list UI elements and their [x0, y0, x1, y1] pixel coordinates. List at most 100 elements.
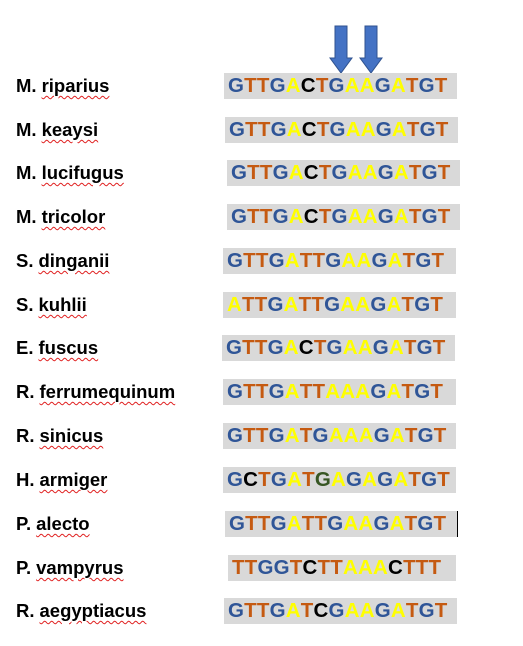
- base: G: [377, 468, 394, 491]
- base: G: [231, 161, 248, 184]
- genus-abbrev: P.: [16, 513, 32, 534]
- base: T: [242, 336, 255, 359]
- base: T: [242, 293, 255, 316]
- sequence: GTTGATGAAAGATGT: [223, 423, 456, 449]
- base: G: [227, 380, 244, 403]
- genus-abbrev: R.: [16, 600, 35, 621]
- base: C: [298, 336, 314, 359]
- base: A: [362, 161, 378, 184]
- base: T: [298, 293, 312, 316]
- base: T: [257, 512, 271, 535]
- base: T: [258, 468, 271, 491]
- base: G: [268, 249, 285, 272]
- base: A: [362, 468, 378, 491]
- base: T: [432, 336, 446, 359]
- base: G: [268, 380, 285, 403]
- base: A: [347, 205, 363, 228]
- base: A: [393, 468, 409, 491]
- base: A: [288, 161, 304, 184]
- genus-abbrev: P.: [16, 557, 32, 578]
- base: G: [419, 118, 436, 141]
- base: G: [272, 205, 289, 228]
- base: T: [433, 512, 447, 535]
- sequence: GTTGATTAAAGATGT: [223, 379, 456, 405]
- base: A: [389, 424, 405, 447]
- base: G: [328, 74, 345, 97]
- sequence: GTTGATCGAAGATGT: [224, 598, 457, 624]
- base: T: [255, 424, 269, 447]
- base: A: [344, 74, 360, 97]
- base: T: [405, 599, 419, 622]
- base: T: [299, 424, 313, 447]
- base: T: [299, 380, 313, 403]
- base: T: [404, 424, 418, 447]
- base: G: [370, 293, 387, 316]
- base: A: [393, 161, 409, 184]
- base: A: [355, 380, 371, 403]
- base: G: [229, 512, 246, 535]
- sequence: GTTGATTGAAGATGT: [223, 248, 456, 274]
- base: G: [270, 512, 287, 535]
- base: T: [318, 205, 332, 228]
- base: T: [232, 556, 245, 579]
- base: A: [286, 512, 302, 535]
- base: A: [362, 205, 378, 228]
- base: T: [254, 293, 268, 316]
- base: T: [247, 161, 260, 184]
- base: T: [256, 599, 270, 622]
- base: C: [300, 74, 316, 97]
- base: T: [435, 118, 449, 141]
- base: T: [415, 556, 429, 579]
- base: T: [430, 380, 444, 403]
- base: G: [418, 74, 435, 97]
- base: G: [269, 599, 286, 622]
- base: G: [227, 249, 244, 272]
- sequence: GTTGACTGAAGATGT: [227, 204, 460, 230]
- sequence: GCTGATGAGAGATGT: [223, 467, 456, 493]
- base: A: [358, 512, 374, 535]
- base: G: [345, 468, 363, 491]
- base: G: [417, 424, 434, 447]
- base: G: [414, 380, 431, 403]
- base: T: [311, 293, 325, 316]
- base: T: [431, 249, 445, 272]
- base: G: [377, 161, 394, 184]
- base: T: [402, 249, 416, 272]
- species-epithet: riparius: [41, 75, 110, 96]
- species-epithet: armiger: [39, 469, 108, 490]
- sequence: GTTGATTGAAGATGT: [225, 511, 458, 537]
- base: A: [227, 293, 243, 316]
- base: A: [359, 74, 375, 97]
- base: T: [428, 556, 442, 579]
- base: T: [255, 249, 269, 272]
- base: T: [255, 380, 269, 403]
- base: G: [375, 118, 392, 141]
- base: G: [414, 293, 431, 316]
- base: T: [244, 556, 258, 579]
- base: A: [387, 249, 403, 272]
- species-epithet: sinicus: [39, 425, 104, 446]
- base: G: [421, 161, 438, 184]
- base: A: [283, 336, 299, 359]
- base: G: [267, 336, 284, 359]
- base: T: [312, 249, 326, 272]
- base: C: [388, 556, 404, 579]
- arrow-1-down-icon: [329, 25, 353, 74]
- base: C: [313, 599, 329, 622]
- base: A: [393, 205, 409, 228]
- species-label: R. ferrumequinum: [16, 379, 175, 405]
- base: A: [391, 118, 407, 141]
- base: T: [408, 468, 422, 491]
- base: A: [341, 249, 357, 272]
- species-label: M. lucifugus: [16, 160, 124, 186]
- base: A: [328, 424, 344, 447]
- base: T: [437, 468, 450, 491]
- species-label: M. riparius: [16, 73, 109, 99]
- species-label: S. kuhlii: [16, 292, 87, 318]
- genus-abbrev: E.: [16, 337, 34, 358]
- base: T: [245, 512, 258, 535]
- base: A: [357, 336, 373, 359]
- arrow-2-down-icon: [359, 25, 383, 74]
- sequence: GTTGACTGAAGATGT: [224, 73, 457, 99]
- species-label: R. sinicus: [16, 423, 103, 449]
